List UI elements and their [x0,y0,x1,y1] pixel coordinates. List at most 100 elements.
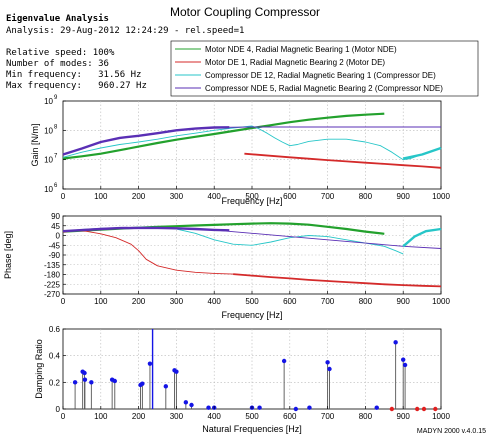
gain-x-tick-label: 200 [132,192,146,201]
damping-x-tick-label: 300 [170,412,184,421]
damping-mode-marker [281,358,287,364]
damping-mode-marker [112,378,117,384]
damping-x-tick-label: 500 [245,412,259,421]
damping-y-axis-label: Damping Ratio [34,339,44,399]
gain-y-tick-label: 10 [44,97,53,106]
gain-y-tick-exponent: 9 [54,95,58,101]
damping-mode-marker [140,381,145,386]
damping-mode-marker [327,366,332,372]
legend-label-motor-de: Motor DE 1, Radial Magnetic Bearing 2 (M… [205,58,385,67]
phase-y-tick-label: 90 [51,212,60,221]
phase-x-tick-label: 1000 [432,297,450,306]
phase-series-line-1 [62,230,234,275]
gain-y-tick-label: 10 [44,185,53,194]
phase-x-tick-label: 400 [208,297,222,306]
gain-x-tick-label: 900 [397,192,411,201]
gain-series-line-0 [62,112,385,160]
damping-unstable-marker [389,406,395,412]
damping-x-tick-label: 900 [397,412,411,421]
gain-y-tick-exponent: 7 [54,154,58,160]
gain-x-tick-label: 1000 [432,192,450,201]
damping-mode-marker [374,405,379,410]
phase-y-tick-label: -135 [44,261,61,270]
phase-y-tick-label: -270 [44,290,61,299]
damping-mode-marker [89,380,94,385]
gain-x-tick-label: 400 [208,192,222,201]
gain-series-line-2 [62,125,442,161]
legend-label-compressor-de: Compressor DE 12, Radial Magnetic Bearin… [205,71,436,80]
phase-y-tick-label: 0 [56,232,61,241]
gain-y-tick-label: 10 [44,156,53,165]
phase-y-tick-label: 45 [51,222,60,231]
damping-mode-marker [189,402,194,408]
phase-x-tick-label: 600 [283,297,297,306]
phase-x-tick-label: 0 [61,297,66,306]
phase-y-axis-label: Phase [deg] [3,231,13,279]
damping-x-tick-label: 800 [359,412,373,421]
phase-y-tick-label: -45 [48,241,60,250]
phase-x-tick-label: 900 [397,297,411,306]
damping-x-tick-label: 200 [132,412,146,421]
damping-mode-marker [401,357,406,362]
gain-x-tick-label: 100 [94,192,108,201]
damping-mode-marker [163,384,169,389]
phase-x-tick-label: 800 [359,297,373,306]
damping-y-tick-label: 0.6 [49,325,61,334]
phase-plot: 0 100 200 300 400 500 600 700 800 900 100090450-45… [3,212,450,320]
damping-y-tick-label: 0 [56,405,61,414]
figure-title: Motor Coupling Compressor [170,5,320,19]
damping-mode-marker [82,377,88,382]
damping-x-tick-label: 700 [321,412,335,421]
gain-x-tick-label: 600 [283,192,297,201]
gain-x-axis-label: Frequency [Hz] [221,196,282,206]
gain-x-tick-label: 500 [245,192,259,201]
damping-unstable-marker [433,406,438,412]
legend-label-motor-nde: Motor NDE 4, Radial Magnetic Bearing 1 (… [205,45,397,54]
gain-y-tick-label: 10 [44,126,53,135]
analysis-line: Analysis: 29-Aug-2012 12:24:29 - rel.spe… [6,26,244,36]
phase-x-tick-label: 300 [170,297,184,306]
legend: Motor NDE 4, Radial Magnetic Bearing 1 (… [170,40,479,97]
gain-x-tick-label: 800 [359,192,373,201]
info-relative-speed: Relative speed: 100% [6,48,115,58]
phase-y-tick-label: -180 [44,271,61,280]
damping-unstable-marker [414,406,420,412]
damping-mode-marker [393,340,398,345]
gain-x-tick-label: 300 [170,192,184,201]
phase-x-tick-label: 700 [321,297,335,306]
phase-x-axis-label: Frequency [Hz] [221,310,282,320]
damping-x-tick-label: 600 [283,412,297,421]
damping-x-tick-label: 100 [94,412,108,421]
info-max-frequency: Max frequency: 960.27 Hz [6,81,147,91]
report-heading: Eigenvalue Analysis [6,13,109,24]
gain-series-line-4 [62,126,230,156]
damping-mode-marker [82,370,87,376]
damping-mode-marker [174,369,179,374]
damping-mode-marker [206,405,211,410]
damping-x-tick-label: 0 [61,412,66,421]
damping-plot: 0 100 200 300 400 500 600 700 800 900 1000 0 0.2 0.4 0… [34,325,450,434]
phase-series-line-2 [233,273,442,288]
phase-x-tick-label: 200 [132,297,146,306]
damping-mode-marker [325,360,330,365]
gain-y-tick-exponent: 6 [54,183,58,189]
damping-mode-marker [72,380,78,385]
phase-x-tick-label: 100 [94,297,108,306]
footer-version: MADYN 2000 v.4.0.15 [417,428,486,435]
info-number-of-modes: Number of modes: 36 [6,59,109,69]
damping-y-tick-label: 0.2 [49,378,61,387]
damping-mode-marker [147,361,153,366]
gain-series-line-5 [402,146,442,160]
gain-y-tick-exponent: 8 [54,124,58,130]
legend-box [170,40,479,97]
phase-series-line-6 [402,227,442,248]
info-min-frequency: Min frequency: 31.56 Hz [6,70,141,80]
gain-y-axis-label: Gain [N/m] [30,123,40,166]
damping-x-tick-label: 1000 [432,412,450,421]
damping-mode-marker [402,362,408,368]
damping-x-axis-label: Natural Frequencies [Hz] [202,424,302,434]
damping-x-tick-label: 400 [208,412,222,421]
gain-x-tick-label: 700 [321,192,335,201]
